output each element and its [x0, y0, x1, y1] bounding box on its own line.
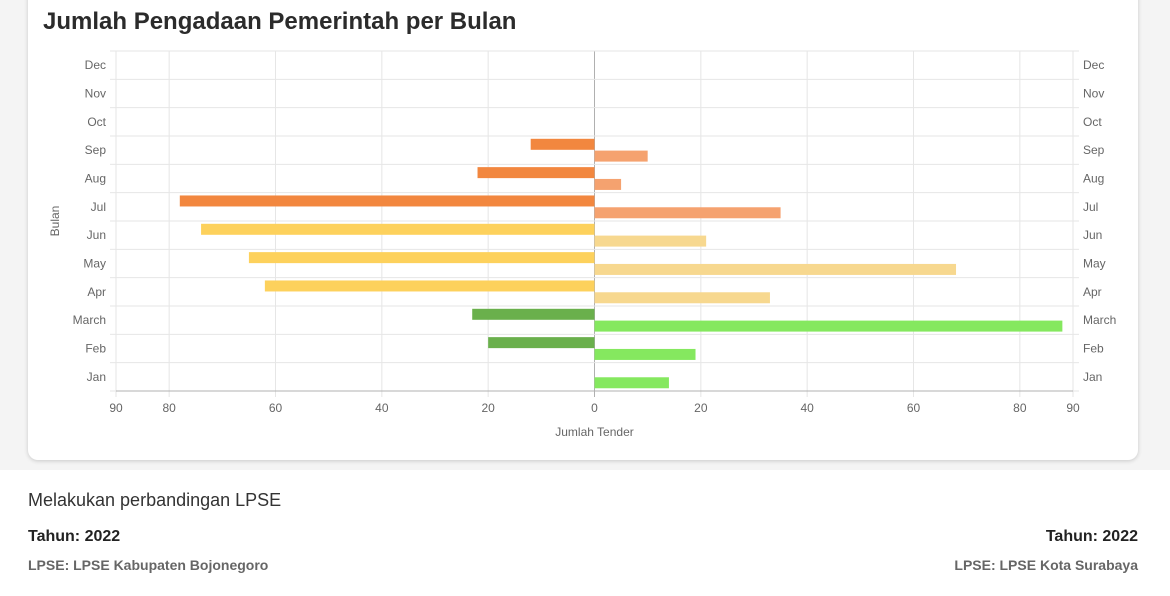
- y-tick-label-left: Jan: [87, 370, 106, 384]
- y-tick-label-right: Nov: [1083, 87, 1104, 101]
- x-tick-label: 90: [1066, 401, 1080, 415]
- y-tick-label-left: March: [73, 313, 106, 327]
- chart-title: Jumlah Pengadaan Pemerintah per Bulan: [43, 8, 517, 35]
- y-tick-label-left: Oct: [87, 115, 106, 129]
- right-lpse: LPSE: LPSE Kota Surabaya: [954, 557, 1138, 573]
- y-tick-label-right: Jul: [1083, 200, 1098, 214]
- y-tick-label-left: Dec: [85, 58, 106, 72]
- x-tick-label: 40: [375, 401, 389, 415]
- bar-right-may: [594, 263, 957, 275]
- bar-right-aug: [594, 178, 622, 190]
- y-tick-label-left: Apr: [87, 285, 106, 299]
- y-tick-label-right: Aug: [1083, 172, 1104, 186]
- bar-left-jun: [201, 223, 595, 235]
- y-tick-label-right: March: [1083, 313, 1116, 327]
- chart-svg: Jan Jan Feb Feb March March Apr Apr May May Jun Jun…: [48, 50, 1116, 439]
- x-tick-label: 90: [109, 401, 123, 415]
- y-axis-label: Bulan: [48, 206, 62, 237]
- bar-right-sep: [594, 150, 648, 162]
- x-tick-label: 60: [907, 401, 921, 415]
- y-tick-label-left: May: [83, 257, 106, 271]
- bar-right-jan: [594, 377, 669, 389]
- y-tick-label-right: Oct: [1083, 115, 1102, 129]
- y-tick-label-right: Jan: [1083, 370, 1102, 384]
- bar-left-may: [248, 252, 595, 264]
- y-tick-label-right: Sep: [1083, 143, 1105, 157]
- y-tick-label-right: Apr: [1083, 285, 1102, 299]
- x-tick-label: 20: [481, 401, 495, 415]
- x-tick-label: 0: [591, 401, 598, 415]
- bar-right-apr: [594, 292, 770, 304]
- bar-left-march: [472, 308, 595, 320]
- bar-right-jul: [594, 207, 781, 219]
- y-tick-label-left: Feb: [85, 342, 106, 356]
- y-tick-label-right: Feb: [1083, 342, 1104, 356]
- x-tick-label: 80: [1013, 401, 1027, 415]
- comparison-heading: Melakukan perbandingan LPSE: [28, 490, 282, 510]
- y-tick-label-left: Sep: [85, 143, 107, 157]
- left-lpse: LPSE: LPSE Kabupaten Bojonegoro: [28, 557, 269, 573]
- x-tick-label: 40: [800, 401, 814, 415]
- bar-left-sep: [530, 138, 595, 150]
- bar-right-jun: [594, 235, 707, 247]
- comparison-section: Melakukan perbandingan LPSE Tahun: 2022 …: [0, 470, 1170, 596]
- left-year: Tahun: 2022: [28, 528, 121, 545]
- right-year: Tahun: 2022: [1045, 528, 1138, 545]
- y-tick-label-right: May: [1083, 257, 1106, 271]
- bar-left-feb: [488, 337, 595, 349]
- y-tick-label-right: Dec: [1083, 58, 1104, 72]
- bar-left-aug: [477, 167, 595, 179]
- y-tick-label-left: Jul: [91, 200, 106, 214]
- y-tick-label-right: Jun: [1083, 228, 1102, 242]
- y-tick-label-left: Jun: [87, 228, 106, 242]
- y-tick-label-left: Aug: [85, 172, 106, 186]
- bar-left-apr: [264, 280, 595, 292]
- x-tick-label: 60: [269, 401, 283, 415]
- x-tick-label: 80: [162, 401, 176, 415]
- bar-right-feb: [594, 348, 696, 360]
- x-tick-label: 20: [694, 401, 708, 415]
- bar-left-jul: [179, 195, 595, 207]
- y-tick-label-left: Nov: [85, 87, 106, 101]
- x-axis-label: Jumlah Tender: [555, 425, 634, 439]
- bar-right-march: [594, 320, 1063, 332]
